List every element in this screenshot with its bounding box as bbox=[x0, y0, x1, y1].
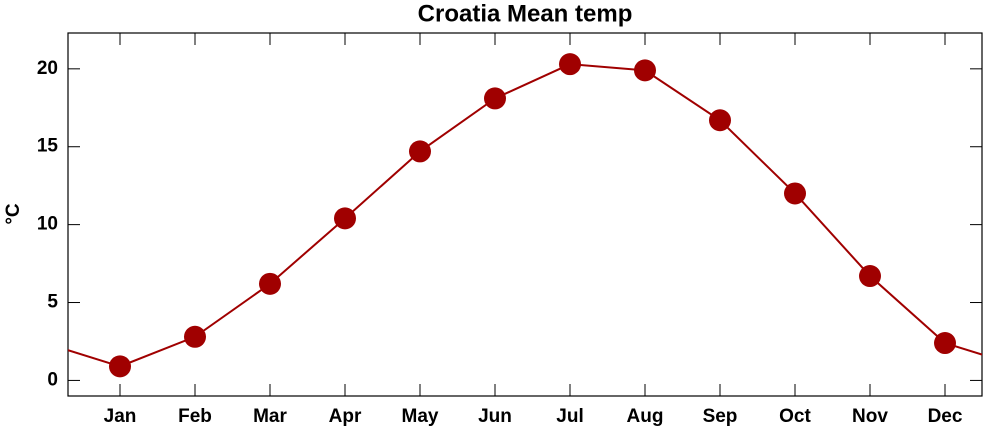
y-tick-label: 10 bbox=[37, 214, 58, 235]
data-point bbox=[259, 272, 281, 295]
data-point bbox=[334, 207, 356, 230]
x-tick-label: Jul bbox=[556, 406, 583, 427]
x-tick-label: Apr bbox=[329, 406, 362, 427]
plot-area bbox=[68, 63, 982, 368]
x-tick-label: Dec bbox=[928, 406, 963, 427]
data-point bbox=[859, 265, 881, 288]
data-point bbox=[784, 182, 806, 205]
data-point bbox=[559, 53, 581, 76]
x-tick-label: Sep bbox=[703, 406, 738, 427]
data-point bbox=[709, 109, 731, 132]
x-tick-label: Nov bbox=[852, 406, 888, 427]
y-axis-label: °C bbox=[3, 203, 24, 225]
x-tick-label: May bbox=[402, 406, 439, 427]
y-tick-label: 0 bbox=[47, 369, 58, 390]
x-tick-label: Mar bbox=[253, 406, 287, 427]
data-point bbox=[634, 59, 656, 82]
wrap-line bbox=[944, 342, 982, 356]
data-point bbox=[184, 325, 206, 348]
x-tick-label: Aug bbox=[627, 406, 664, 427]
wrap-line bbox=[68, 349, 121, 368]
plot-frame bbox=[67, 32, 983, 397]
data-point bbox=[409, 140, 431, 163]
data-point bbox=[484, 87, 506, 110]
x-tick-label: Jan bbox=[104, 406, 137, 427]
data-point bbox=[934, 332, 956, 355]
chart-title: Croatia Mean temp bbox=[418, 0, 633, 27]
x-tick-label: Oct bbox=[779, 406, 811, 427]
data-point bbox=[109, 355, 131, 378]
data-line bbox=[119, 63, 946, 368]
y-tick-label: 20 bbox=[37, 58, 58, 79]
y-tick-label: 5 bbox=[47, 292, 58, 313]
x-tick-label: Feb bbox=[178, 406, 212, 427]
y-tick-label: 15 bbox=[37, 136, 59, 157]
x-tick-label: Jun bbox=[478, 406, 512, 427]
